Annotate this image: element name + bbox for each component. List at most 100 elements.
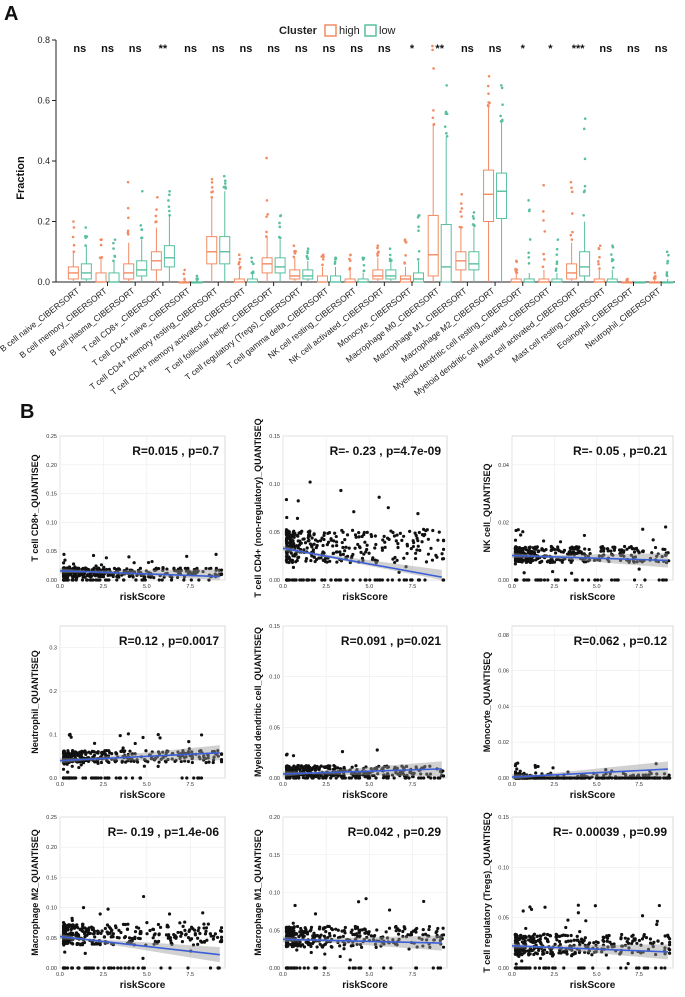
scatter-point bbox=[418, 548, 422, 553]
scatter-point bbox=[123, 922, 128, 927]
scatter-point bbox=[123, 966, 127, 970]
scatter-point bbox=[338, 944, 342, 948]
scatter-point bbox=[294, 552, 298, 556]
scatter-point bbox=[405, 773, 409, 777]
outlier-point-low bbox=[195, 278, 199, 281]
scatter-point bbox=[126, 922, 130, 926]
scatter-point bbox=[383, 540, 387, 544]
scatter-point bbox=[306, 966, 310, 970]
scatter-point bbox=[527, 934, 531, 938]
outlier-point-low bbox=[666, 259, 670, 263]
scatter-point bbox=[133, 741, 137, 746]
scatter-point bbox=[541, 539, 546, 543]
scatter-point bbox=[371, 773, 375, 778]
scatter-point bbox=[420, 540, 424, 544]
outlier-point-low bbox=[250, 260, 254, 264]
scatter-point bbox=[664, 525, 668, 529]
outlier-point-low bbox=[556, 238, 560, 241]
scatter-point bbox=[63, 558, 67, 562]
scatter-point bbox=[578, 930, 582, 934]
scatter-point bbox=[197, 578, 201, 582]
scatter-point bbox=[421, 944, 425, 948]
scatter-ytick-label: 0.06 bbox=[498, 669, 509, 675]
outlier-point-high bbox=[265, 230, 268, 234]
scatter-plot-area bbox=[511, 625, 674, 779]
scatter-point bbox=[159, 966, 163, 970]
outlier-point-low bbox=[527, 199, 530, 202]
scatter-point bbox=[195, 570, 199, 574]
scatter-point bbox=[548, 933, 552, 938]
scatter-point bbox=[371, 938, 376, 942]
scatter-ytick-label: 0.05 bbox=[269, 530, 280, 536]
scatter-xtick-label: 5.0 bbox=[593, 972, 601, 978]
legend-title: Cluster bbox=[279, 25, 318, 37]
scatter-point bbox=[291, 530, 295, 535]
scatter-point bbox=[629, 553, 633, 557]
scatter-point bbox=[334, 534, 338, 539]
scatter-xlabel: riskScore bbox=[570, 980, 616, 991]
scatter-point bbox=[313, 912, 318, 916]
scatter-point bbox=[289, 766, 293, 771]
scatter-point bbox=[579, 776, 583, 780]
scatter-point bbox=[668, 943, 672, 947]
scatter-point bbox=[152, 575, 156, 580]
scatter-xtick-label: 5.0 bbox=[143, 584, 151, 590]
scatter-xtick-label: 0.0 bbox=[279, 782, 287, 788]
scatter-point bbox=[375, 578, 379, 582]
outlier-point-low bbox=[167, 199, 170, 202]
scatter-point bbox=[374, 542, 378, 547]
scatter-point bbox=[549, 771, 553, 775]
scatter-point bbox=[151, 927, 156, 932]
scatter-point bbox=[384, 930, 388, 934]
scatter-point bbox=[428, 764, 432, 768]
scatter-point bbox=[321, 558, 325, 563]
outlier-point-high bbox=[293, 252, 297, 255]
scatter-point bbox=[82, 750, 86, 754]
scatter-point bbox=[642, 966, 646, 970]
scatter-point bbox=[556, 557, 560, 561]
scatter-point bbox=[415, 548, 419, 552]
scatter-point bbox=[310, 578, 314, 582]
scatter-point bbox=[185, 776, 189, 780]
scatter-point bbox=[214, 568, 218, 572]
scatter-point bbox=[111, 932, 115, 936]
scatter-point bbox=[75, 753, 80, 758]
scatter-point bbox=[94, 564, 98, 568]
scatter-point bbox=[655, 776, 659, 780]
scatter-point bbox=[382, 966, 386, 970]
scatter-point bbox=[219, 940, 224, 944]
scatter-point bbox=[336, 766, 340, 770]
scatter-point bbox=[369, 534, 374, 539]
outlier-point-low bbox=[278, 221, 281, 225]
scatter-point bbox=[81, 566, 85, 571]
scatter-point bbox=[592, 558, 597, 562]
scatter-point bbox=[394, 539, 398, 543]
scatter-point bbox=[660, 555, 664, 559]
scatter-point bbox=[83, 776, 88, 780]
scatter-xtick-label: 5.0 bbox=[365, 782, 373, 788]
scatter-point bbox=[412, 541, 416, 545]
scatter-point bbox=[71, 942, 75, 946]
scatter-point bbox=[386, 506, 390, 510]
scatter-point bbox=[646, 775, 650, 780]
scatter-point bbox=[400, 538, 404, 542]
scatter-point bbox=[76, 933, 81, 937]
scatter-point bbox=[668, 940, 672, 945]
scatter-point bbox=[92, 931, 96, 935]
scatter-point bbox=[295, 534, 299, 538]
outlier-point-high bbox=[292, 244, 296, 247]
scatter-ytick-label: 0.10 bbox=[498, 865, 509, 871]
scatter-xtick-label: 2.5 bbox=[100, 972, 108, 978]
scatter-point bbox=[193, 933, 197, 937]
scatter-ytick-label: 0.08 bbox=[498, 633, 509, 639]
scatter-point bbox=[304, 557, 309, 561]
scatter-point bbox=[537, 966, 542, 970]
scatter-point bbox=[367, 772, 371, 776]
box-low bbox=[385, 269, 397, 280]
scatter-point bbox=[518, 769, 522, 773]
box-high bbox=[483, 169, 495, 222]
scatter-point bbox=[62, 572, 67, 577]
outlier-point-high bbox=[460, 215, 463, 218]
scatter-point bbox=[88, 578, 92, 582]
scatter-point bbox=[133, 935, 137, 939]
